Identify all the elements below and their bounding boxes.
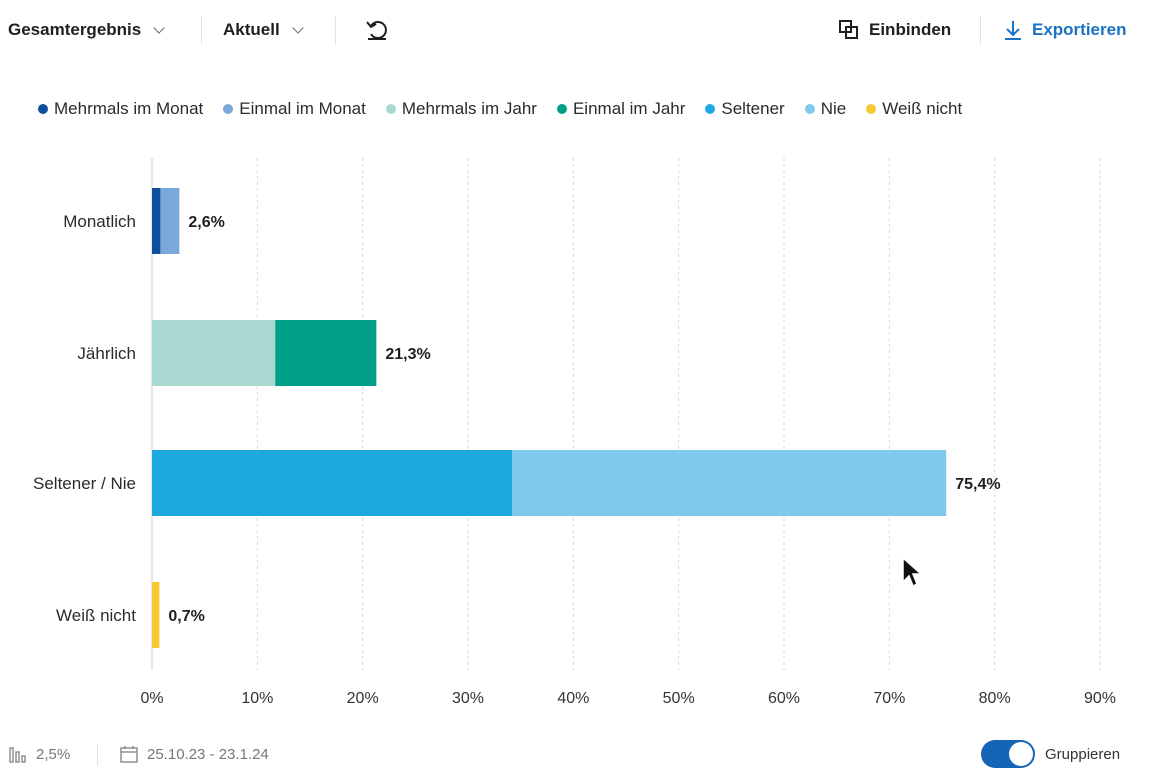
legend-dot-icon <box>804 104 815 114</box>
export-button[interactable]: Exportieren <box>1003 16 1126 44</box>
legend-item[interactable]: Einmal im Jahr <box>556 99 686 119</box>
embed-icon <box>839 20 858 39</box>
category-label: Seltener / Nie <box>33 474 136 493</box>
legend-label: Einmal im Monat <box>239 99 366 118</box>
x-tick-label: 0% <box>140 690 163 707</box>
threshold-info: 2,5% <box>8 742 70 766</box>
bar-segment <box>152 188 161 254</box>
legend-label: Weiß nicht <box>882 99 963 118</box>
filter-label: Gesamtergebnis <box>8 20 142 39</box>
toolbar: Gesamtergebnis Aktuell Einbinden Exporti… <box>0 0 1156 60</box>
divider <box>335 16 336 44</box>
switch-knob <box>1009 742 1033 766</box>
bar-chart-icon <box>9 747 26 763</box>
legend-item[interactable]: Seltener <box>705 99 785 119</box>
reset-icon <box>366 21 387 40</box>
x-tick-label: 40% <box>557 690 589 707</box>
mouse-cursor-icon <box>902 556 923 588</box>
legend-item[interactable]: Weiß nicht <box>866 99 962 119</box>
bar-chart: 0% 10% 20% 30% 40% 50% 60% 70% 80% 90% Monatlich Jä… <box>33 158 1116 707</box>
category-label: Weiß nicht <box>56 606 136 625</box>
period-label: Aktuell <box>223 20 280 39</box>
calendar-icon <box>120 746 138 763</box>
category-label: Monatlich <box>63 212 136 231</box>
threshold-value: 2,5% <box>36 745 71 763</box>
group-label: Gruppieren <box>1045 745 1121 763</box>
legend-item[interactable]: Mehrmals im Jahr <box>385 99 537 119</box>
legend-item[interactable]: Nie <box>804 99 847 119</box>
filter-dropdown[interactable]: Gesamtergebnis <box>8 16 165 44</box>
bar-segment <box>152 320 276 386</box>
x-tick-label: 50% <box>663 690 695 707</box>
period-dropdown[interactable]: Aktuell <box>223 16 304 44</box>
group-switch[interactable] <box>981 740 1035 768</box>
data-label: 21,3% <box>385 346 430 363</box>
date-range-value: 25.10.23 - 23.1.24 <box>147 745 269 763</box>
legend-label: Mehrmals im Monat <box>54 99 204 118</box>
reset-button[interactable] <box>364 16 390 44</box>
chart-legend: Mehrmals im Monat Einmal im Monat Mehrmals… <box>38 96 982 122</box>
bar-segment <box>512 450 947 516</box>
footer: 2,5% 25.10.23 - 23.1.24 Gruppieren <box>0 734 1156 774</box>
data-label: 0,7% <box>168 608 204 625</box>
x-tick-label: 60% <box>768 690 800 707</box>
legend-label: Seltener <box>721 99 785 118</box>
legend-dot-icon <box>556 104 567 114</box>
legend-dot-icon <box>705 104 716 114</box>
divider <box>201 16 202 44</box>
embed-button[interactable]: Einbinden <box>838 16 951 44</box>
legend-item[interactable]: Einmal im Monat <box>223 99 366 119</box>
data-label: 75,4% <box>955 476 1000 493</box>
legend-dot-icon <box>385 104 396 114</box>
group-toggle[interactable]: Gruppieren <box>981 740 1121 768</box>
chevron-down-icon <box>153 21 165 34</box>
legend-dot-icon <box>866 104 877 114</box>
legend-dot-icon <box>38 104 48 114</box>
x-tick-label: 30% <box>452 690 484 707</box>
legend-label: Einmal im Jahr <box>572 99 686 118</box>
divider <box>97 744 98 766</box>
chevron-down-icon <box>292 21 304 34</box>
x-tick-label: 80% <box>979 690 1011 707</box>
data-label: 2,6% <box>188 214 224 231</box>
legend-label: Nie <box>820 99 847 118</box>
x-tick-label: 10% <box>241 690 273 707</box>
divider <box>980 16 981 44</box>
download-icon <box>1005 21 1021 40</box>
x-tick-label: 20% <box>347 690 379 707</box>
bar-segment <box>275 320 377 386</box>
category-label: Jährlich <box>77 344 136 363</box>
bar-segment <box>152 450 513 516</box>
embed-label: Einbinden <box>869 20 952 39</box>
bar-segment <box>152 582 160 648</box>
x-tick-label: 90% <box>1084 690 1116 707</box>
legend-dot-icon <box>223 104 234 114</box>
legend-item[interactable]: Mehrmals im Monat <box>38 99 203 119</box>
x-tick-label: 70% <box>873 690 905 707</box>
legend-label: Mehrmals im Jahr <box>401 99 537 118</box>
bar-segment <box>160 188 180 254</box>
date-range-info: 25.10.23 - 23.1.24 <box>119 742 269 766</box>
export-label: Exportieren <box>1032 20 1127 39</box>
